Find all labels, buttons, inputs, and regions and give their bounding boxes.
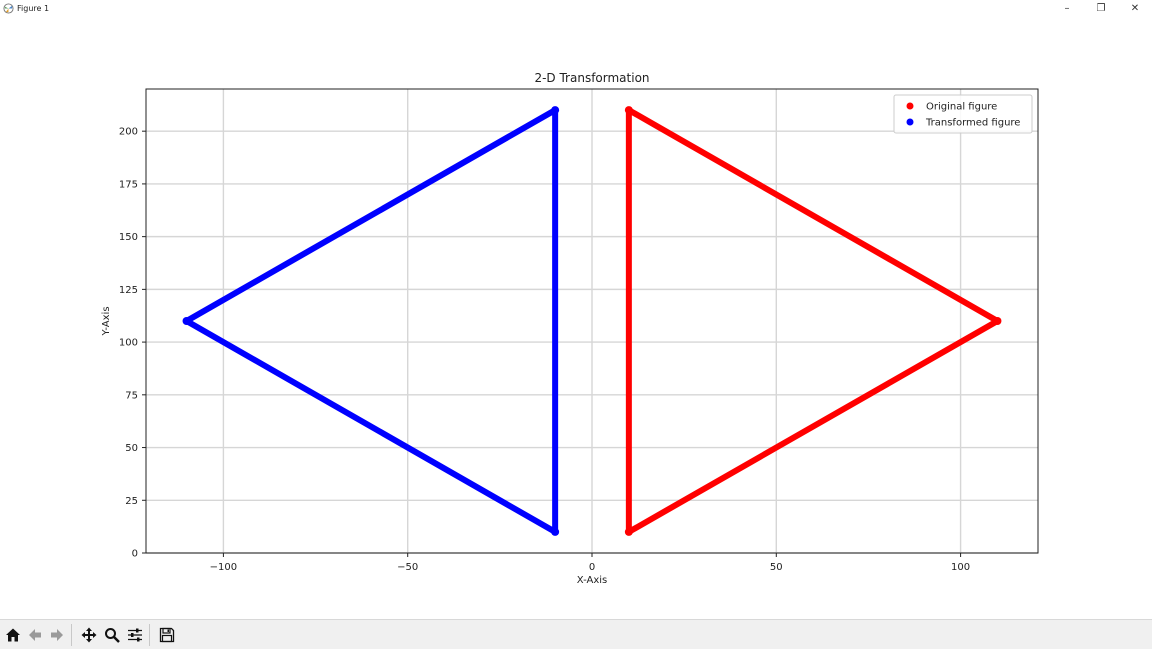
series-1-vertex-point	[551, 527, 560, 536]
zoom-button[interactable]	[102, 625, 122, 645]
series-1-vertex-point	[551, 106, 560, 115]
series-0-vertex-point	[624, 527, 633, 536]
series-0-vertex-point	[624, 106, 633, 115]
configure-subplots-button[interactable]	[125, 625, 145, 645]
y-tick-label: 75	[125, 390, 138, 401]
floppy-icon	[159, 627, 175, 643]
x-tick-label: 0	[589, 562, 595, 573]
y-tick-label: 50	[125, 443, 138, 454]
x-tick-label: −50	[397, 562, 418, 573]
y-tick-label: 125	[119, 285, 138, 296]
x-axis-label: X-Axis	[577, 575, 608, 586]
series-0-vertex-point	[993, 317, 1002, 325]
y-tick-label: 0	[132, 549, 138, 560]
matplotlib-logo-icon	[3, 3, 14, 14]
navigation-toolbar	[0, 619, 1152, 649]
close-button[interactable]: ✕	[1130, 3, 1140, 14]
series-1-vertex-point	[182, 317, 191, 325]
home-button[interactable]	[3, 625, 23, 645]
window-titlebar: Figure 1 – ❐ ✕	[0, 0, 1152, 18]
arrow-right-icon	[51, 629, 63, 641]
series-1-outline	[183, 107, 559, 535]
save-button[interactable]	[157, 625, 177, 645]
y-tick-label: 200	[119, 127, 138, 138]
home-icon	[6, 628, 20, 642]
arrow-left-icon	[29, 629, 41, 641]
magnifier-icon	[105, 628, 120, 643]
y-tick-label: 150	[119, 232, 138, 243]
back-button[interactable]	[25, 625, 45, 645]
y-tick-label: 25	[125, 496, 138, 507]
pan-button[interactable]	[79, 625, 99, 645]
window-title: Figure 1	[17, 4, 50, 13]
minimize-button[interactable]: –	[1064, 3, 1070, 14]
toolbar-separator	[149, 624, 150, 646]
series-0-outline	[625, 107, 1001, 535]
y-tick-label: 175	[119, 179, 138, 190]
move-icon	[81, 627, 97, 643]
x-tick-label: 50	[770, 562, 783, 573]
legend-box	[893, 94, 1033, 134]
x-tick-label: −100	[210, 562, 237, 573]
legend-marker	[906, 118, 914, 126]
legend-label: Original figure	[926, 102, 997, 113]
maximize-button[interactable]: ❐	[1096, 3, 1106, 14]
toolbar-separator	[71, 624, 72, 646]
forward-button[interactable]	[47, 625, 67, 645]
legend-label: Transformed figure	[925, 118, 1020, 129]
legend-marker	[906, 102, 914, 110]
y-axis-label: Y-Axis	[101, 306, 112, 336]
sliders-icon	[128, 628, 142, 642]
chart-title: 2-D Transformation	[534, 71, 649, 85]
x-tick-label: 100	[951, 562, 970, 573]
figure-canvas[interactable]: −100 −50 0 50 100 0 25 50 75 100 125 150 175 200 2-D T…	[0, 18, 1152, 618]
y-tick-label: 100	[119, 338, 138, 349]
